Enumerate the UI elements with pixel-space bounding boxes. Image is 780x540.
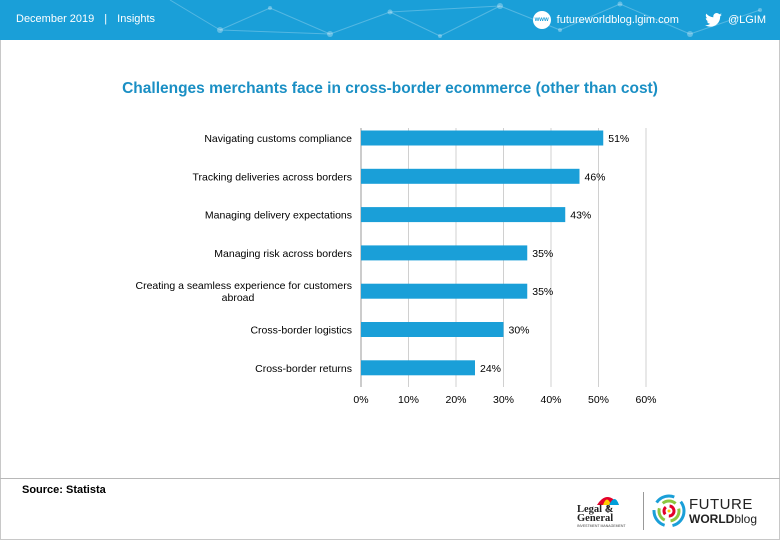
futureworld-logo: FUTURE WORLDblog [651,493,771,529]
fw-logo-line1: FUTURE [689,496,753,513]
bar [361,168,580,184]
bar [361,360,475,376]
x-tick-label: 50% [588,394,609,406]
logo-divider [643,492,644,530]
category-label: Cross-border logistics [250,325,352,337]
header-network-pattern [169,0,762,38]
bar [361,130,604,146]
data-label: 51% [608,133,629,145]
fw-logo-blog: blog [734,512,758,526]
fw-logo-world: WORLD [689,512,735,526]
category-label: Creating a seamless experience for custo… [135,280,352,304]
x-tick-label: 10% [398,394,419,406]
category-label: Cross-border returns [255,363,352,375]
category-label: Managing risk across borders [214,248,352,260]
header-bar: December 2019 | Insights www futureworld… [0,0,780,40]
header-section: Insights [117,13,156,25]
category-label: Managing delivery expectations [205,210,352,222]
category-label: Tracking deliveries across borders [192,171,352,183]
x-tick-label: 0% [353,394,368,406]
data-label: 35% [532,248,553,260]
bar [361,245,528,261]
footer-divider [0,478,780,479]
website-link[interactable]: futureworldblog.lgim.com [556,14,679,26]
x-tick-label: 30% [493,394,514,406]
globe-icon: www [532,11,551,29]
source-note: Source: Statista [22,484,106,496]
twitter-icon[interactable] [705,13,722,27]
legal-general-logo: Legal & General INVESTMENT MANAGEMENT [577,491,637,531]
data-label: 35% [532,286,553,298]
bar [361,283,528,299]
chart-title: Challenges merchants face in cross-borde… [122,80,658,97]
twitter-handle[interactable]: @LGIM [727,14,766,26]
data-label: 43% [570,210,591,222]
futureworld-emblem-icon [652,494,686,528]
header-separator: | [104,13,108,25]
lg-logo-subtext: INVESTMENT MANAGEMENT [577,524,626,528]
fw-logo-line2: WORLDblog [689,512,757,526]
lg-logo-text: Legal & General [577,504,614,524]
x-tick-label: 20% [445,394,466,406]
x-tick-label: 60% [635,394,656,406]
x-tick-label: 40% [540,394,561,406]
bar [361,322,504,337]
umbrella-icon [597,497,619,513]
data-label: 30% [509,325,530,337]
header-date: December 2019 [16,13,95,25]
data-label: 46% [585,171,606,183]
bar [361,207,566,223]
category-label: Navigating customs compliance [204,133,352,145]
data-label: 24% [480,363,501,375]
